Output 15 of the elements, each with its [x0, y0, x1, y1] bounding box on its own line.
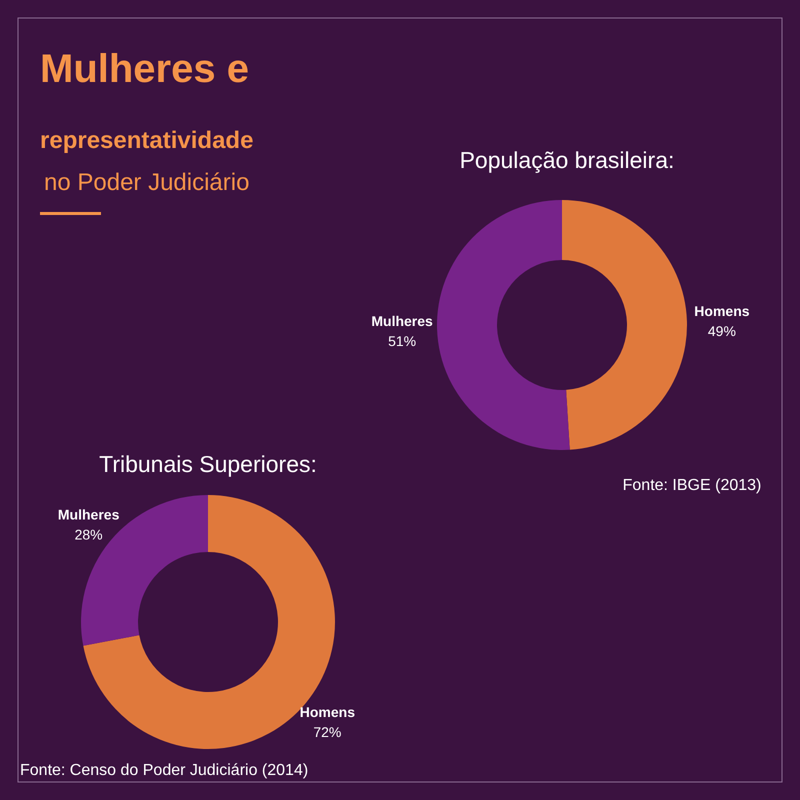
data-label: 51%	[388, 333, 416, 350]
data-label: 49%	[708, 322, 736, 339]
source-note: Fonte: Censo do Poder Judiciário (2014)	[20, 762, 308, 779]
source-note: Fonte: IBGE (2013)	[622, 477, 762, 494]
slice-label: Mulheres	[371, 313, 434, 330]
chart-title: Tribunais Superiores:	[99, 451, 317, 477]
slice-label: Mulheres	[58, 506, 120, 522]
chart-title: Mulheres e representatividade no Poder Judiciário	[40, 47, 254, 196]
slice-label: Homens	[300, 704, 356, 720]
slice-label: Homens	[694, 302, 750, 319]
data-label: 28%	[74, 526, 103, 542]
donut-slice	[562, 200, 687, 450]
donut-slice	[437, 200, 570, 450]
chart-subtitle: População brasileira:	[460, 147, 674, 173]
data-label: 72%	[313, 724, 342, 740]
